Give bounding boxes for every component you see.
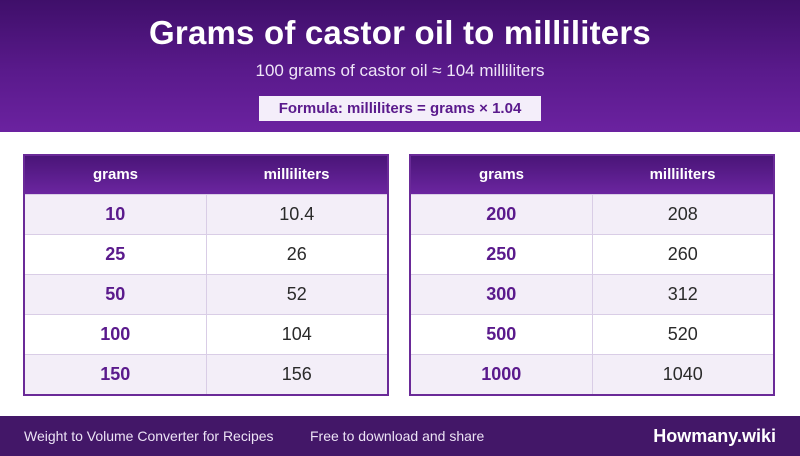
table-row: 25 26 [25, 234, 387, 274]
table-row: 250 260 [411, 234, 773, 274]
grams-cell: 1000 [411, 355, 593, 394]
milliliters-cell: 26 [286, 244, 307, 264]
milliliters-cell: 260 [667, 244, 698, 264]
grams-cell: 100 [25, 315, 207, 354]
table-row: 150 156 [25, 354, 387, 394]
footer-bar: Weight to Volume Converter for Recipes F… [0, 416, 800, 456]
milliliters-cell: 312 [667, 284, 698, 304]
table-row: 200 208 [411, 194, 773, 234]
table-header: grams milliliters [25, 156, 387, 194]
table-header: grams milliliters [411, 156, 773, 194]
grams-cell: 10 [25, 195, 207, 234]
page-title: Grams of castor oil to milliliters [149, 14, 651, 51]
milliliters-cell: 1040 [662, 364, 703, 384]
conversion-table-left: grams milliliters 10 10.4 25 26 50 52 10… [23, 154, 389, 396]
grams-cell: 25 [25, 235, 207, 274]
grams-cell: 300 [411, 275, 593, 314]
conversion-table-right: grams milliliters 200 208 250 260 300 31… [409, 154, 775, 396]
grams-cell: 150 [25, 355, 207, 394]
footer-description: Weight to Volume Converter for Recipes [24, 428, 274, 444]
header-banner: Grams of castor oil to milliliters 100 g… [0, 0, 800, 132]
column-header-milliliters: milliliters [263, 166, 330, 183]
milliliters-cell: 520 [667, 324, 698, 344]
milliliters-cell: 52 [286, 284, 307, 304]
column-header-milliliters: milliliters [649, 166, 716, 183]
footer-share-note: Free to download and share [310, 428, 485, 444]
grams-cell: 200 [411, 195, 593, 234]
grams-cell: 50 [25, 275, 207, 314]
column-header-grams: grams [92, 166, 139, 183]
table-row: 1000 1040 [411, 354, 773, 394]
milliliters-cell: 10.4 [279, 204, 315, 224]
table-row: 100 104 [25, 314, 387, 354]
brand-logo-text[interactable]: Howmany.wiki [653, 426, 776, 446]
grams-cell: 500 [411, 315, 593, 354]
table-row: 50 52 [25, 274, 387, 314]
milliliters-cell: 208 [667, 204, 698, 224]
milliliters-cell: 156 [281, 364, 312, 384]
grams-cell: 250 [411, 235, 593, 274]
formula-badge: Formula: milliliters = grams × 1.04 [259, 96, 541, 121]
table-row: 300 312 [411, 274, 773, 314]
page-subtitle: 100 grams of castor oil ≈ 104 milliliter… [255, 61, 545, 80]
table-row: 10 10.4 [25, 194, 387, 234]
milliliters-cell: 104 [281, 324, 312, 344]
table-row: 500 520 [411, 314, 773, 354]
column-header-grams: grams [478, 166, 525, 183]
